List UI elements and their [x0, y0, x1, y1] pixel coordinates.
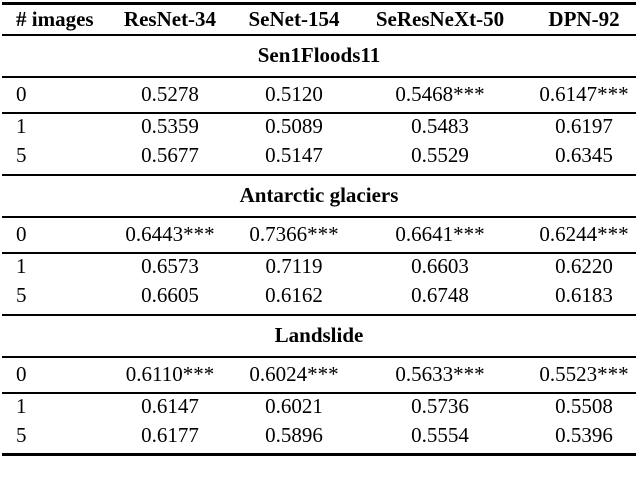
metric-value: 0.5359 [141, 114, 199, 139]
metric-value: 0.5677 [100, 140, 240, 176]
row-label: 0 [2, 216, 100, 254]
section-title-landslide: Landslide [2, 314, 636, 358]
section-header-row: Landslide [2, 314, 636, 358]
section-header-row: Antarctic glaciers [2, 174, 636, 218]
metric-value: 0.7366*** [240, 216, 348, 254]
row-label: 5 [2, 140, 100, 176]
column-header-seresnext50: SeResNeXt-50 [348, 3, 532, 36]
metric-value: 0.6220 [555, 254, 613, 279]
table-row: 1 0.5359 0.5089 0.5483 0.6197 [2, 113, 636, 141]
metric-value: 0.6197 [555, 114, 613, 139]
row-label: 0 [2, 356, 100, 394]
metric-value: 0.5508 [555, 394, 613, 419]
metric-value: 0.6603 [411, 254, 469, 279]
metric-value: 0.5089 [265, 114, 323, 139]
table-row: 1 0.6147 0.6021 0.5736 0.5508 [2, 393, 636, 421]
metric-value: 0.5147 [240, 140, 348, 176]
metric-value: 0.5120 [240, 76, 348, 114]
metric-value: 0.6162 [240, 280, 348, 316]
metric-value: 0.6177 [141, 422, 199, 447]
metric-value: 0.6110*** [100, 356, 240, 394]
table-row: 5 0.6605 0.6162 0.6748 0.6183 [2, 280, 636, 316]
metric-value: 0.6345 [532, 140, 636, 176]
metric-value: 0.6147 [141, 394, 199, 419]
table-row: 0 0.6110*** 0.6024*** 0.5633*** 0.5523**… [2, 356, 636, 394]
table-row: 1 0.6573 0.7119 0.6603 0.6220 [2, 253, 636, 281]
results-table: # images ResNet-34 SeNet-154 SeResNeXt-5… [2, 2, 636, 456]
metric-value: 0.6573 [141, 254, 199, 279]
metric-value: 0.5278 [100, 76, 240, 114]
column-header-senet154: SeNet-154 [240, 3, 348, 36]
metric-value: 0.6443*** [100, 216, 240, 254]
metric-value: 0.5468*** [348, 76, 532, 114]
column-header-resnet34: ResNet-34 [100, 3, 240, 36]
metric-value: 0.6244*** [532, 216, 636, 254]
metric-value: 0.5633*** [348, 356, 532, 394]
metric-value: 0.5523*** [532, 356, 636, 394]
metric-value: 0.5554 [411, 422, 469, 447]
metric-value: 0.6641*** [348, 216, 532, 254]
row-label: 1 [16, 114, 27, 139]
metric-value: 0.5483 [411, 114, 469, 139]
table-header-row: # images ResNet-34 SeNet-154 SeResNeXt-5… [2, 3, 636, 36]
metric-value: 0.5529 [348, 140, 532, 176]
row-label: 0 [2, 76, 100, 114]
section-title-sen1floods11: Sen1Floods11 [2, 34, 636, 78]
row-label: 1 [16, 394, 27, 419]
column-header-num-images: # images [2, 3, 100, 36]
metric-value: 0.6748 [348, 280, 532, 316]
section-header-row: Sen1Floods11 [2, 34, 636, 78]
row-label: 1 [16, 254, 27, 279]
metric-value: 0.6147*** [532, 76, 636, 114]
table-row: 5 0.5677 0.5147 0.5529 0.6345 [2, 140, 636, 176]
section-title-antarctic-glaciers: Antarctic glaciers [2, 174, 636, 218]
column-header-dpn92: DPN-92 [532, 3, 636, 36]
metric-value: 0.7119 [265, 254, 323, 279]
metric-value: 0.5736 [411, 394, 469, 419]
table-row: 0 0.5278 0.5120 0.5468*** 0.6147*** [2, 76, 636, 114]
table-row: 0 0.6443*** 0.7366*** 0.6641*** 0.6244**… [2, 216, 636, 254]
metric-value: 0.6183 [532, 280, 636, 316]
metric-value: 0.6024*** [240, 356, 348, 394]
metric-value: 0.6605 [100, 280, 240, 316]
row-label: 5 [2, 280, 100, 316]
table-row: 5 0.6177 0.5896 0.5554 0.5396 [2, 421, 636, 455]
metric-value: 0.5396 [555, 422, 613, 447]
row-label: 5 [16, 422, 27, 447]
metric-value: 0.6021 [265, 394, 323, 419]
metric-value: 0.5896 [265, 422, 323, 447]
